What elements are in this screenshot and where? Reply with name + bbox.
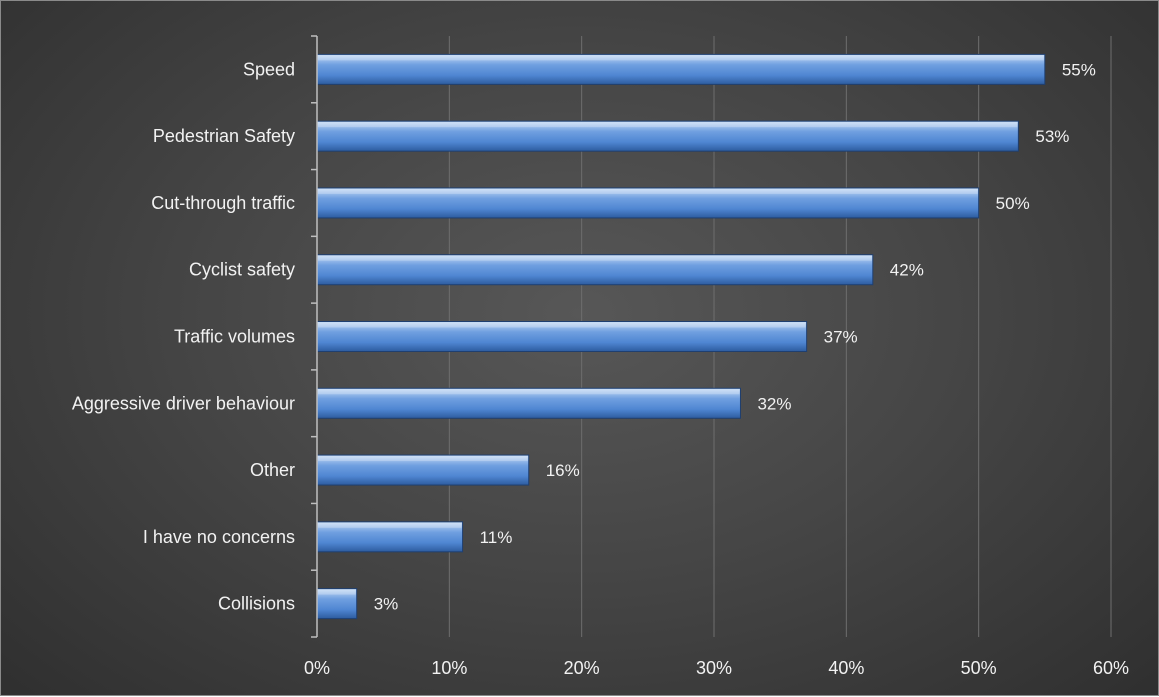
bar-highlight: [318, 122, 1018, 128]
x-tick-label: 60%: [1093, 658, 1129, 678]
category-label: Aggressive driver behaviour: [72, 393, 295, 413]
category-label: Cut-through traffic: [151, 193, 295, 213]
value-label: 53%: [1035, 127, 1069, 146]
x-tick-label: 50%: [961, 658, 997, 678]
category-label: Speed: [243, 59, 295, 79]
x-tick-label: 40%: [828, 658, 864, 678]
bar: [316, 187, 980, 219]
bar-highlight: [318, 456, 528, 462]
value-label: 37%: [824, 328, 858, 347]
bar-highlight: [318, 522, 462, 528]
bar: [316, 53, 1046, 85]
bar-highlight: [318, 322, 806, 328]
bar-highlight: [318, 255, 872, 261]
value-label: 42%: [890, 261, 924, 280]
bar-highlight: [318, 389, 740, 395]
x-tick-label: 20%: [564, 658, 600, 678]
bar: [316, 254, 874, 286]
category-label: Pedestrian Safety: [153, 126, 295, 146]
bar: [316, 588, 358, 620]
value-label: 55%: [1062, 60, 1096, 79]
bar: [316, 521, 464, 553]
value-label: 16%: [546, 461, 580, 480]
value-label: 32%: [757, 394, 791, 413]
x-tick-label: 30%: [696, 658, 732, 678]
x-tick-label: 0%: [304, 658, 330, 678]
value-label: 11%: [480, 528, 513, 547]
value-label: 3%: [374, 595, 399, 614]
category-label: Cyclist safety: [189, 260, 295, 280]
bar-highlight: [318, 188, 978, 194]
bar-highlight: [318, 55, 1044, 61]
x-tick-label: 10%: [431, 658, 467, 678]
bar: [316, 454, 530, 486]
bar-highlight: [318, 589, 356, 595]
bar: [316, 321, 808, 352]
category-label: Collisions: [218, 594, 295, 614]
value-label: 50%: [996, 194, 1030, 213]
category-label: Traffic volumes: [174, 327, 295, 347]
bar: [316, 387, 741, 419]
category-label: Other: [250, 460, 295, 480]
category-label: I have no concerns: [143, 527, 295, 547]
